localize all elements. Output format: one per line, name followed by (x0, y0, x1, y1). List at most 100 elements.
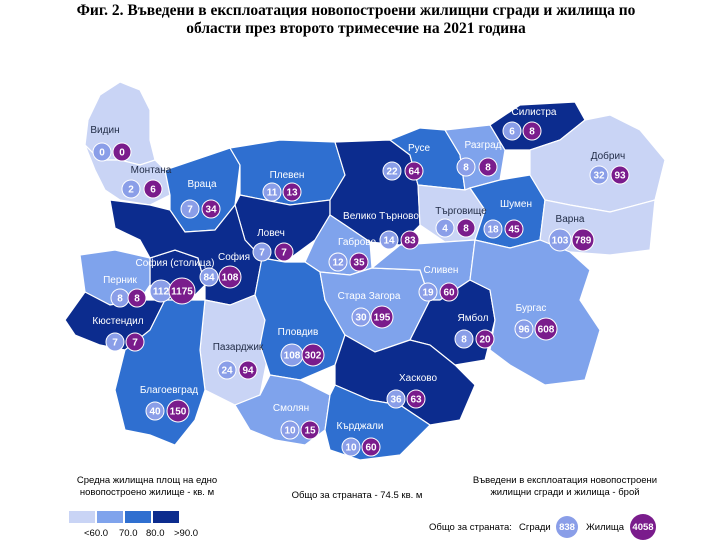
buildings-value: 19 (422, 288, 434, 299)
region-label: Бургас (516, 303, 547, 314)
buildings-value: 108 (284, 351, 301, 362)
buildings-value: 40 (149, 407, 161, 418)
dwellings-value: 8 (463, 224, 469, 235)
count-legend-title: Въведени в експлоатация новопостроени жи… (455, 475, 675, 499)
dwellings-circle (349, 252, 369, 272)
dwellings-value: 94 (242, 366, 254, 377)
dwellings-value: 7 (132, 338, 138, 349)
dwellings-circle (456, 218, 476, 238)
buildings-circle (328, 252, 348, 272)
buildings-value: 8 (461, 335, 467, 346)
region-label: Смолян (273, 403, 309, 414)
dwellings-value: 7 (281, 248, 287, 259)
buildings-value: 18 (487, 225, 499, 236)
region-label: София (столица) (136, 257, 215, 269)
dwellings-circle (439, 282, 459, 302)
buildings-value: 10 (284, 426, 296, 437)
buildings-circle (105, 332, 125, 352)
region-label: София (218, 251, 250, 263)
dwellings-circle (406, 389, 426, 409)
buildings-value: 10 (345, 443, 357, 454)
dwellings-value: 15 (304, 426, 316, 437)
buildings-circle (121, 179, 141, 199)
region-label: Разград (465, 140, 502, 151)
region-label: Монтана (131, 165, 172, 176)
dwellings-circle (370, 305, 394, 329)
dwellings-value: 0 (119, 148, 125, 159)
buildings-value: 6 (509, 127, 515, 138)
buildings-circle (589, 165, 609, 185)
region-label: Велико Търново (343, 211, 419, 222)
buildings-value: 84 (203, 273, 215, 284)
buildings-value: 24 (221, 366, 233, 377)
dwellings-circle (522, 121, 542, 141)
dwellings-value: 108 (222, 273, 239, 284)
buildings-value: 12 (332, 258, 344, 269)
buildings-total-circle: 838 (556, 516, 578, 538)
region-label: Сливен (424, 265, 459, 276)
region-label: Ловеч (257, 228, 285, 239)
dwellings-circle (168, 277, 196, 305)
region-label: Силистра (512, 107, 557, 118)
legend-class-2: 70.0 (119, 528, 138, 539)
dwellings-circle (534, 317, 558, 341)
dwellings-value: 13 (286, 188, 298, 199)
dwellings-circle (143, 179, 163, 199)
country-total-label: Общо за страната: (429, 522, 512, 533)
dwellings-value: 302 (305, 351, 322, 362)
buildings-value: 30 (355, 313, 367, 324)
dwellings-value: 1175 (171, 287, 193, 298)
dwellings-circle (475, 329, 495, 349)
dwellings-value: 64 (408, 167, 420, 178)
bulgaria-map: Видин 0 0 Монтана 2 6 Враца 7 34 Плевен 11 13 Ловеч 7… (64, 81, 666, 461)
area-legend-title: Средна жилищна площ на едно новопостроен… (62, 475, 232, 499)
dwellings-value: 8 (485, 163, 491, 174)
dwellings-value: 195 (374, 313, 391, 324)
region-label: Габрово (338, 236, 376, 248)
buildings-value: 14 (383, 236, 395, 247)
dwellings-circle (125, 332, 145, 352)
region-label: Кюстендил (92, 316, 143, 327)
region-label: Варна (556, 214, 585, 225)
buildings-value: 4 (442, 224, 448, 235)
region-label: Враца (187, 179, 217, 190)
figure-title-line1: Фиг. 2. Въведени в експлоатация новопост… (76, 2, 636, 19)
buildings-circle (199, 267, 219, 287)
region-label: Перник (103, 275, 137, 286)
dwellings-circle (301, 343, 325, 367)
buildings-circle (92, 142, 112, 162)
buildings-circle (502, 121, 522, 141)
dwellings-circle (274, 242, 294, 262)
buildings-value: 96 (518, 325, 530, 336)
legend-swatch-2 (97, 511, 123, 523)
buildings-circle (351, 307, 371, 327)
buildings-circle (418, 282, 438, 302)
count-legend-title-line2: жилищни сгради и жилища - брой (490, 487, 640, 498)
dwellings-circle (361, 437, 381, 457)
region-label: Хасково (399, 373, 437, 384)
buildings-circle (280, 420, 300, 440)
dwellings-circle (478, 157, 498, 177)
region-label: Кърджали (337, 421, 384, 432)
dwellings-circle (610, 165, 630, 185)
buildings-circle (454, 329, 474, 349)
buildings-value: 0 (99, 148, 105, 159)
buildings-circle (386, 389, 406, 409)
figure-title-line2: области през второто тримесечие на 2021 … (186, 20, 526, 37)
legend-class-3: 80.0 (146, 528, 165, 539)
buildings-value: 36 (390, 395, 402, 406)
dwellings-value: 8 (529, 127, 535, 138)
dwellings-circle (504, 219, 524, 239)
buildings-circle (262, 182, 282, 202)
dwellings-circle (238, 360, 258, 380)
area-legend-title-line1: Средна жилищна площ на едно (76, 475, 218, 486)
dwellings-circle (404, 161, 424, 181)
dwellings-circle (166, 399, 190, 423)
country-average-area: Общо за страната - 74.5 кв. м (291, 490, 423, 501)
region-label: Добрич (591, 150, 626, 162)
buildings-value: 32 (593, 171, 605, 182)
figure-title: Фиг. 2. Въведени в експлоатация новопост… (0, 2, 712, 38)
dwellings-value: 6 (150, 185, 156, 196)
buildings-circle (435, 218, 455, 238)
dwellings-value: 63 (410, 395, 422, 406)
